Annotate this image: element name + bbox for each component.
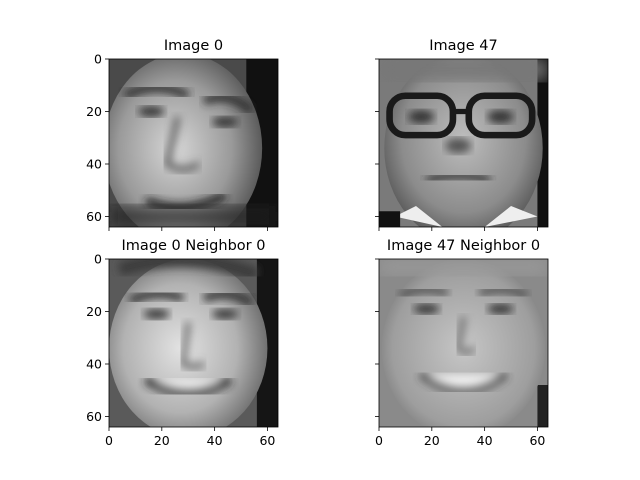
y-tick-label: 20 bbox=[86, 304, 102, 319]
subplot-title: Image 0 Neighbor 0 bbox=[122, 238, 266, 254]
x-tick-label: 20 bbox=[154, 433, 170, 448]
y-tick-label: 0 bbox=[94, 52, 102, 67]
face-image bbox=[379, 59, 548, 227]
face-image bbox=[109, 59, 278, 227]
y-tick-label: 60 bbox=[86, 209, 102, 224]
x-tick-label: 0 bbox=[105, 433, 113, 448]
x-tick-label: 40 bbox=[207, 433, 223, 448]
x-tick-label: 40 bbox=[477, 433, 493, 448]
face-image bbox=[109, 259, 278, 427]
x-tick-label: 20 bbox=[424, 433, 440, 448]
axes-frame bbox=[378, 58, 549, 228]
axes-frame bbox=[108, 258, 279, 428]
subplot-title: Image 0 bbox=[164, 38, 223, 54]
subplot-0: Image 0 0 20 40 60 bbox=[86, 38, 279, 231]
y-tick-label: 40 bbox=[86, 157, 102, 172]
y-tick-label: 20 bbox=[86, 104, 102, 119]
subplot-1: Image 47 bbox=[375, 38, 549, 231]
face-image bbox=[379, 259, 548, 427]
y-tick-label: 60 bbox=[86, 409, 102, 424]
subplot-title: Image 47 Neighbor 0 bbox=[387, 238, 540, 254]
subplot-3: Image 47 Neighbor 0 0 20 40 60 bbox=[375, 238, 549, 448]
x-tick-label: 0 bbox=[375, 433, 383, 448]
y-tick-label: 0 bbox=[94, 252, 102, 267]
y-tick-label: 40 bbox=[86, 357, 102, 372]
x-tick-label: 60 bbox=[529, 433, 545, 448]
x-tick-label: 60 bbox=[259, 433, 275, 448]
axes-frame bbox=[108, 58, 279, 228]
subplot-title: Image 47 bbox=[429, 38, 497, 54]
axes-frame bbox=[378, 258, 549, 428]
